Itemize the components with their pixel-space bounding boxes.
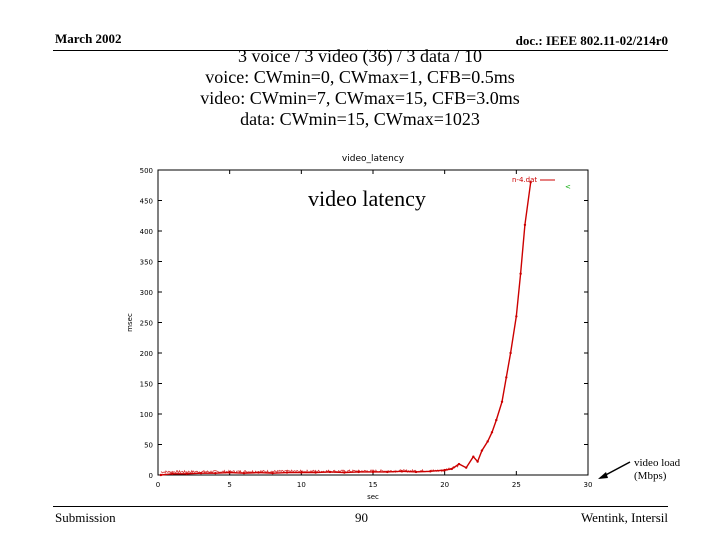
series-point	[509, 351, 512, 355]
series-point	[371, 470, 375, 474]
header-doc-id: doc.: IEEE 802.11-02/214r0	[515, 33, 668, 48]
series-point	[199, 471, 203, 475]
footer-rule	[53, 506, 668, 507]
y-tick-label: 50	[144, 442, 153, 450]
chart-overlay-label: video latency	[308, 186, 426, 211]
header-rule	[53, 50, 668, 51]
footer-submission: Submission	[55, 510, 116, 525]
series-point	[443, 468, 446, 472]
series-point	[171, 472, 174, 475]
slide-subtitle: 3 voice / 3 video (36) / 3 data / 10 voi…	[0, 46, 720, 130]
series-point	[228, 471, 231, 474]
subtitle-line-1: 3 voice / 3 video (36) / 3 data / 10	[238, 46, 482, 66]
series-point	[523, 223, 527, 227]
x-tick-label: 10	[297, 481, 306, 489]
y-tick-label: 300	[140, 289, 153, 297]
video-load-callout: video load (Mbps)	[634, 457, 680, 483]
y-tick-label: 250	[140, 320, 153, 328]
series-point	[414, 470, 418, 474]
y-tick-label: 0	[149, 472, 153, 480]
x-tick-label: 30	[584, 481, 593, 489]
header-date: March 2002	[55, 31, 122, 46]
series-point	[500, 400, 504, 403]
series-point	[257, 471, 260, 474]
series-point	[185, 472, 188, 475]
series-point	[400, 470, 403, 473]
series-point	[457, 462, 461, 466]
series-point	[271, 471, 274, 475]
series-point	[529, 181, 532, 184]
series-point	[505, 376, 508, 379]
y-tick-label: 400	[140, 228, 153, 236]
series-point	[495, 418, 498, 422]
subtitle-line-2: voice: CWmin=0, CWmax=1, CFB=0.5ms	[205, 67, 515, 87]
y-tick-label: 350	[140, 259, 153, 267]
y-tick-label: 150	[140, 381, 153, 389]
series-point	[519, 272, 522, 275]
series-point	[490, 431, 494, 434]
series-point	[343, 471, 346, 474]
y-tick-label: 500	[140, 167, 153, 175]
series-point	[357, 470, 360, 474]
series-point	[300, 471, 303, 474]
subtitle-line-4: data: CWmin=15, CWmax=1023	[240, 109, 480, 129]
series-point	[486, 440, 489, 443]
x-tick-label: 20	[440, 481, 449, 489]
series-line-video-latency	[160, 182, 532, 476]
y-axis-label: msec	[126, 313, 134, 332]
series-point	[464, 466, 468, 469]
series-point	[472, 455, 475, 458]
series-point	[285, 471, 289, 474]
series-point	[242, 471, 246, 475]
footer-author: Wentink, Intersil	[580, 510, 668, 525]
subtitle-line-3: video: CWmin=7, CWmax=15, CFB=3.0ms	[200, 88, 520, 108]
series-point	[429, 470, 432, 473]
series-point	[476, 460, 479, 463]
series-point	[480, 449, 484, 452]
x-tick-label: 25	[512, 481, 521, 489]
series-noise-band	[160, 464, 459, 474]
series-point	[328, 470, 332, 474]
y-tick-label: 100	[140, 411, 153, 419]
callout-arrow-head	[598, 472, 608, 479]
x-tick-label: 15	[369, 481, 378, 489]
legend-entry-green: <	[565, 183, 571, 191]
y-tick-label: 450	[140, 198, 153, 206]
x-tick-label: 0	[156, 481, 160, 489]
series-point	[515, 315, 518, 318]
callout-line-1: video load	[634, 457, 681, 469]
x-axis-label: sec	[367, 493, 379, 501]
series-point	[314, 471, 317, 474]
callout-line-2: (Mbps)	[634, 470, 667, 482]
series-point	[450, 467, 454, 471]
chart-title: video_latency	[342, 154, 405, 164]
y-tick-label: 200	[140, 350, 153, 358]
series-point	[386, 470, 389, 474]
plot-frame	[157, 169, 589, 476]
legend-entry-n4: n-4.dat	[512, 176, 537, 184]
footer-page-number: 90	[355, 510, 368, 525]
series-point	[159, 473, 163, 477]
x-tick-label: 5	[227, 481, 231, 489]
series-point	[214, 471, 217, 475]
